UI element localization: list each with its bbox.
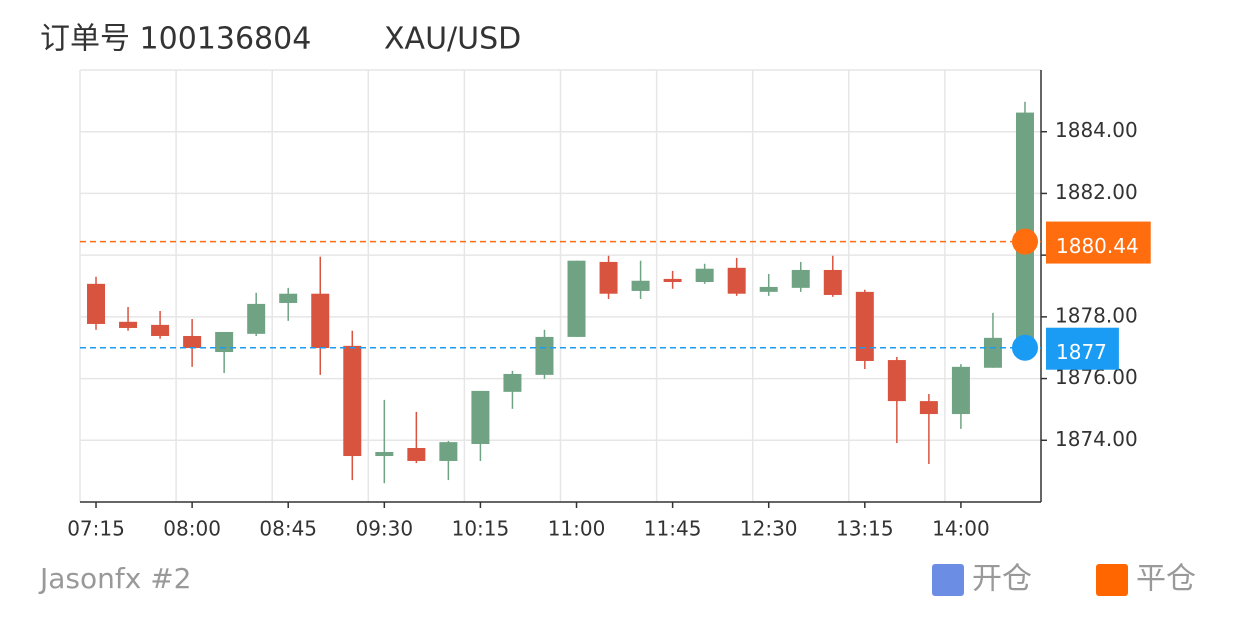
candle-body — [759, 286, 778, 292]
candle-body — [151, 324, 170, 336]
symbol: XAU/USD — [384, 22, 521, 57]
candle-body — [727, 267, 746, 294]
candle-body — [279, 293, 298, 303]
candle-body — [823, 269, 842, 295]
candle-body — [439, 442, 458, 461]
legend-swatch — [932, 564, 964, 596]
x-tick-label: 07:15 — [67, 517, 125, 541]
candle-body — [375, 452, 394, 457]
candle-body — [567, 260, 586, 337]
x-tick-label: 10:15 — [452, 517, 510, 541]
candle-body — [951, 366, 970, 415]
y-tick-label: 1874.00 — [1055, 427, 1138, 451]
candle-body — [311, 293, 330, 349]
candle-body — [247, 303, 266, 334]
y-tick-label: 1884.00 — [1055, 118, 1138, 142]
price-label: 1880.44 — [1056, 234, 1139, 258]
candle-body — [503, 373, 522, 392]
candle-body — [631, 280, 650, 291]
candle-body — [599, 261, 618, 294]
candle-body — [695, 268, 714, 282]
legend-swatch — [1096, 564, 1128, 596]
price-marker — [1011, 334, 1038, 361]
y-tick-label: 1882.00 — [1055, 180, 1138, 204]
candle-body — [87, 283, 106, 324]
candle-body — [183, 335, 202, 349]
candle-body — [343, 345, 362, 457]
x-tick-label: 13:15 — [836, 517, 894, 541]
price-label: 1877 — [1056, 340, 1107, 364]
candle-body — [983, 337, 1002, 368]
candle-body — [215, 331, 234, 353]
x-tick-label: 09:30 — [355, 517, 413, 541]
watermark: Jasonfx #2 — [38, 562, 191, 595]
price-marker — [1011, 228, 1038, 255]
candle-body — [663, 278, 682, 282]
candle-body — [119, 321, 138, 328]
legend-label: 开仓 — [972, 562, 1032, 597]
x-tick-label: 12:30 — [740, 517, 798, 541]
y-tick-label: 1878.00 — [1055, 303, 1138, 327]
legend-label: 平仓 — [1136, 562, 1196, 597]
candle-body — [407, 448, 426, 461]
chart-title: 订单号 100136804 — [40, 22, 311, 57]
candle-body — [791, 269, 810, 288]
candle-body — [887, 360, 906, 402]
x-tick-label: 14:00 — [932, 517, 990, 541]
candle-body — [535, 336, 554, 375]
candle-body — [471, 390, 490, 444]
price-label-box — [1046, 327, 1119, 370]
x-tick-label: 11:00 — [548, 517, 606, 541]
price-label-box — [1046, 221, 1151, 264]
x-tick-label: 08:45 — [259, 517, 317, 541]
candle-body — [855, 291, 874, 361]
x-tick-label: 08:00 — [163, 517, 221, 541]
candle-body — [919, 401, 938, 415]
x-tick-label: 11:45 — [644, 517, 702, 541]
